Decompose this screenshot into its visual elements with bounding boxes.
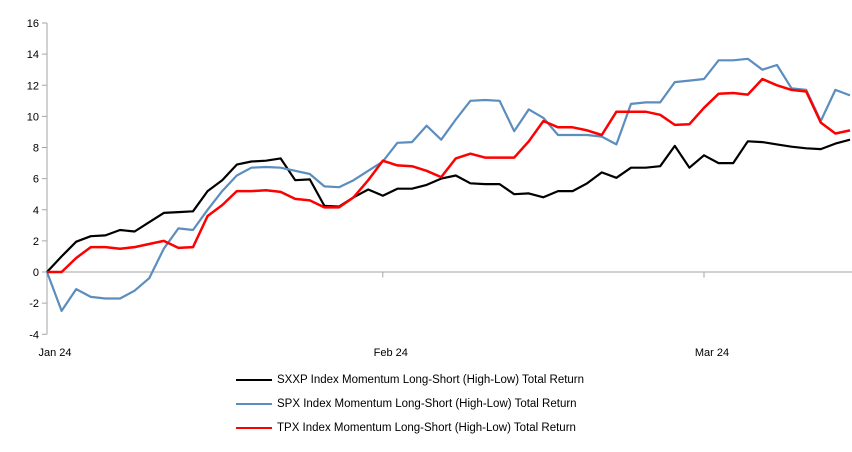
legend-line-swatch-tpx [236,427,272,429]
legend-line-swatch-spx [236,403,272,405]
legend-label-sxxp: SXXP Index Momentum Long-Short (High-Low… [277,374,585,386]
x-axis-tick-label: Mar 24 [695,347,729,359]
y-axis-tick-label: 16 [27,18,39,30]
y-axis-tick-label: 2 [33,236,39,248]
legend-item-sxxp: SXXP Index Momentum Long-Short (High-Low… [236,368,616,392]
legend-item-tpx: TPX Index Momentum Long-Short (High-Low)… [236,416,616,440]
series-line-tpx [47,77,851,274]
y-axis-tick-label: 6 [33,174,39,186]
line-chart-plot-area: 16 14 12 10 8 6 4 2 0 -2 -4 Jan 24 Feb 24 Mar 24 [27,18,852,359]
legend-item-spx: SPX Index Momentum Long-Short (High-Low)… [236,392,616,416]
legend-label-spx: SPX Index Momentum Long-Short (High-Low)… [277,398,577,410]
chart-legend: SXXP Index Momentum Long-Short (High-Low… [0,368,852,440]
y-axis-tick-label: 12 [27,80,39,92]
y-axis-tick-label: 14 [27,49,39,61]
series-line-spx [45,57,851,312]
x-axis-tick-label: Jan 24 [38,347,71,359]
y-axis-tick-label: -4 [29,329,39,341]
y-axis-tick-label: 10 [27,111,39,123]
y-axis-tick-label: 0 [33,267,39,279]
y-axis-tick-label: -2 [29,298,39,310]
x-axis-tick-label: Feb 24 [374,347,408,359]
legend-label-tpx: TPX Index Momentum Long-Short (High-Low)… [277,422,576,434]
series-line-sxxp [46,138,851,273]
y-axis-tick-label: 8 [33,143,39,155]
legend-line-swatch-sxxp [236,379,272,381]
y-axis-tick-label: 4 [33,205,39,217]
